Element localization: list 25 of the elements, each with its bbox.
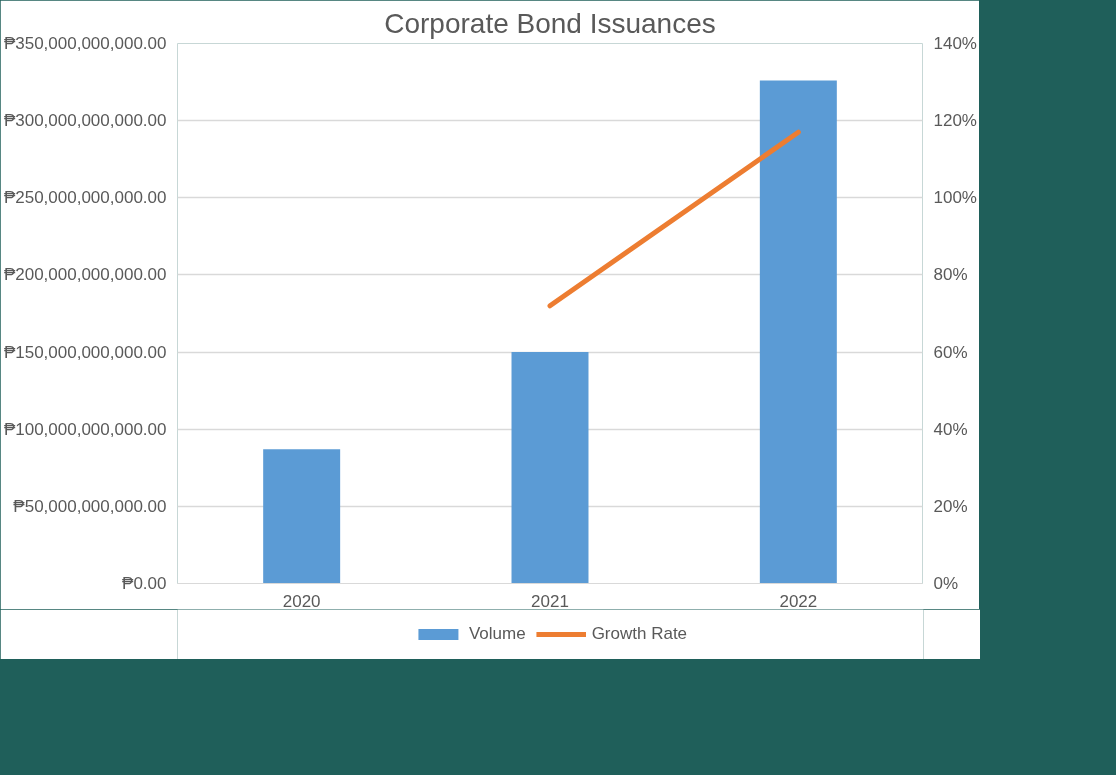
y2-tick-label: 140% <box>933 34 977 53</box>
bar <box>759 80 837 584</box>
x-tick-label: 2021 <box>531 591 569 611</box>
y2-tick-label: 40% <box>933 419 968 439</box>
y-tick-label: ₱350,000,000,000.00 <box>3 34 167 53</box>
x-tick-label: 2020 <box>282 591 321 611</box>
y2-tick-label: 100% <box>933 188 977 208</box>
y-tick-label: ₱50,000,000,000.00 <box>13 496 167 516</box>
y2-tick-label: 60% <box>933 342 968 362</box>
y2-tick-label: 80% <box>933 265 968 285</box>
chart-title: Corporate Bond Issuances <box>384 7 716 39</box>
x-tick-label: 2022 <box>779 591 818 611</box>
y-tick-label: ₱250,000,000,000.00 <box>3 188 167 208</box>
legend-label: Growth Rate <box>591 624 688 644</box>
legend-label: Volume <box>468 624 526 644</box>
y-tick-label: ₱200,000,000,000.00 <box>3 265 167 285</box>
y-tick-label: ₱100,000,000,000.00 <box>3 419 167 439</box>
bar <box>511 352 589 584</box>
y-tick-label: ₱0.00 <box>122 574 167 593</box>
y-tick-label: ₱300,000,000,000.00 <box>3 111 167 131</box>
y2-tick-label: 0% <box>933 574 959 593</box>
y2-tick-label: 20% <box>933 496 968 516</box>
bar <box>263 449 341 584</box>
y-tick-label: ₱150,000,000,000.00 <box>3 342 167 362</box>
y2-tick-label: 120% <box>933 111 977 131</box>
